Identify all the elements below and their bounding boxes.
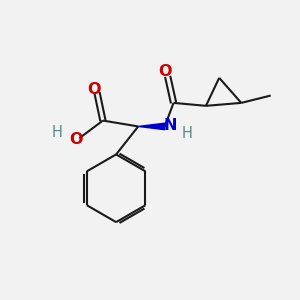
- Text: H: H: [52, 125, 63, 140]
- Text: O: O: [87, 82, 101, 97]
- Text: N: N: [164, 118, 177, 134]
- Text: O: O: [70, 132, 83, 147]
- Text: O: O: [159, 64, 172, 80]
- Polygon shape: [138, 123, 165, 130]
- Text: H: H: [182, 126, 192, 141]
